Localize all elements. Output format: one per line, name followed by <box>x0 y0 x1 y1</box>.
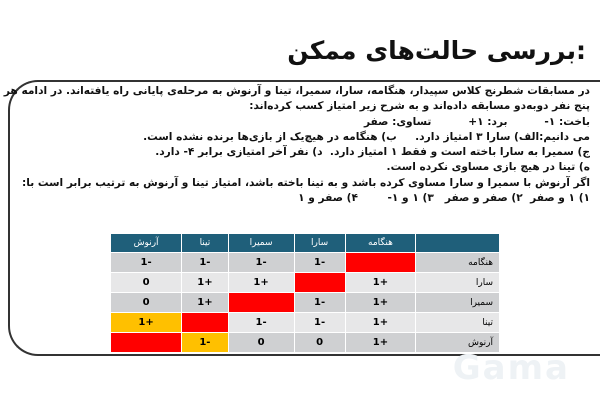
table-header: هنگامه سارا سمیرا تینا آرنوش <box>109 233 500 253</box>
watermark-logo: Gama <box>452 348 570 388</box>
table-row: آرنوش 1+ 0 0 1- <box>109 332 500 353</box>
table-row: سمیرا 1+ 1- 1+ 0 <box>109 292 500 313</box>
text-line: می دانیم:الف) سارا ۳ امتیاز دارد. ب) هنگ… <box>143 130 590 143</box>
table-cell: 1+ <box>181 272 229 293</box>
row-label: هنگامه <box>415 252 500 273</box>
page-title: :بررسی حالت‌های ممکن <box>287 36 586 65</box>
table-cell: 1+ <box>344 312 417 333</box>
table-cell: 1+ <box>344 292 417 313</box>
row-label: آرنوش <box>415 332 500 353</box>
table-cell: 0 <box>109 292 183 313</box>
table-cell: 0 <box>227 332 295 353</box>
header-cell: سمیرا <box>227 233 295 253</box>
text-line: ه) تینا در هیچ بازی مساوی نکرده است. <box>386 161 590 174</box>
header-cell: سارا <box>293 233 346 253</box>
text-line: باخت: ۱- برد: ۱+ تساوی: صفر <box>363 115 590 128</box>
table-cell: 1+ <box>344 272 417 293</box>
text-line: پنج نفر دوبه‌دو مسابقه داده‌اند و به شرح… <box>249 100 590 113</box>
table-cell: 1- <box>293 292 346 313</box>
table-cell: 1- <box>293 312 346 333</box>
table-cell <box>227 292 295 313</box>
text-line: در مسابقات شطرنج کلاس سپیدار، هنگامه، سا… <box>3 85 590 97</box>
header-cell <box>415 233 500 253</box>
row-label: تینا <box>415 312 500 333</box>
table-cell: 1- <box>109 252 183 273</box>
header-cell: آرنوش <box>109 233 183 253</box>
header-cell: تینا <box>181 233 229 253</box>
table-cell <box>109 332 183 353</box>
results-table: هنگامه سارا سمیرا تینا آرنوش هنگامه 1- 1… <box>109 233 500 353</box>
table-cell: 1+ <box>227 272 295 293</box>
table-cell: 0 <box>109 272 183 293</box>
row-label: سمیرا <box>415 292 500 313</box>
table-cell: 1- <box>293 252 346 273</box>
table-cell: 1- <box>181 252 229 273</box>
table-row: تینا 1+ 1- 1- 1+ <box>109 312 500 333</box>
table-cell <box>293 272 346 293</box>
table-row: سارا 1+ 1+ 1+ 0 <box>109 272 500 293</box>
scroll-frame <box>8 80 600 356</box>
text-line: اگر آرنوش با سمیرا و سارا مساوی کرده باش… <box>22 176 590 189</box>
text-line: ۱) ۱ و صفر ۲) صفر و صفر ۳) ۱ و ۱- ۴) صفر… <box>298 192 590 205</box>
table-cell: 1+ <box>181 292 229 313</box>
table-cell <box>181 312 229 333</box>
table-cell: 0 <box>293 332 346 353</box>
table-cell: 1- <box>227 252 295 273</box>
table-row: هنگامه 1- 1- 1- 1- <box>109 252 500 273</box>
text-line: ج) سمیرا به سارا باخته است و فقط ۱ امتیا… <box>155 146 590 159</box>
header-cell: هنگامه <box>344 233 417 253</box>
table-cell: 1- <box>227 312 295 333</box>
table-cell: 1+ <box>344 332 417 353</box>
row-label: سارا <box>415 272 500 293</box>
problem-text: در مسابقات شطرنج کلاس سپیدار، هنگامه، سا… <box>3 84 590 206</box>
table-cell: 1- <box>181 332 229 353</box>
table-cell: 1+ <box>109 312 183 333</box>
table-cell <box>344 252 417 273</box>
